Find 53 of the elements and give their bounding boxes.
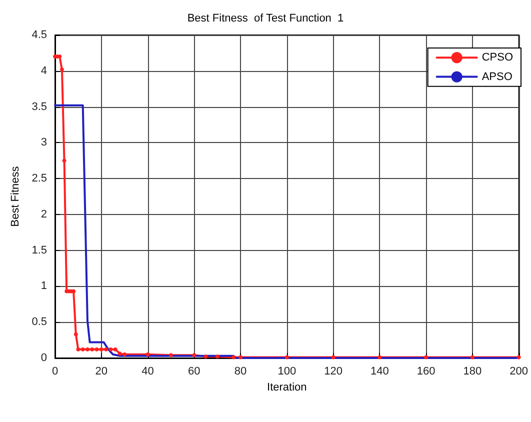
point — [99, 347, 104, 352]
point — [168, 353, 173, 358]
point — [118, 352, 122, 356]
x-tick-label: 180 — [463, 366, 482, 378]
x-tick-label: 80 — [234, 366, 247, 378]
x-axis-title: Iteration — [267, 381, 307, 394]
legend-label: CPSO — [482, 52, 514, 64]
y-tick-label: 3 — [40, 136, 47, 149]
point — [516, 355, 521, 360]
y-axis-title: Best Fitness — [9, 166, 22, 227]
point — [331, 355, 336, 360]
point — [232, 355, 236, 360]
point — [238, 355, 243, 360]
y-tick-label: 1.5 — [32, 244, 47, 256]
point — [378, 355, 382, 360]
y-tick-label: 3.5 — [32, 100, 47, 113]
point — [122, 352, 127, 356]
point — [60, 67, 64, 72]
point — [113, 347, 118, 352]
x-tick-label: 100 — [278, 366, 296, 378]
x-tick-label: 40 — [142, 366, 154, 378]
point — [104, 347, 108, 352]
x-tick-label: 60 — [188, 366, 200, 378]
point — [108, 347, 113, 352]
chart-title: Best Fitness of Test Function 1 — [187, 12, 344, 24]
point — [76, 347, 80, 352]
point — [146, 352, 150, 356]
point — [80, 347, 85, 352]
y-tick-label: 1 — [40, 280, 47, 292]
y-tick-label: 4.5 — [32, 29, 47, 41]
point — [85, 347, 90, 352]
point — [94, 347, 99, 352]
x-tick-label: 120 — [324, 366, 342, 378]
y-tick-label: 2.5 — [32, 172, 47, 185]
x-tick-label: 200 — [510, 366, 528, 378]
point — [204, 354, 208, 359]
point — [215, 354, 220, 359]
point — [284, 355, 289, 360]
x-tick-label: 20 — [95, 366, 108, 378]
legend-label: APSO — [482, 70, 513, 83]
point — [62, 158, 66, 163]
x-tick-label: 0 — [52, 366, 58, 378]
y-tick-label: 0 — [40, 352, 47, 364]
y-tick-label: 4 — [40, 64, 47, 77]
x-tick-label: 140 — [370, 366, 389, 378]
point — [90, 347, 94, 352]
point — [72, 289, 76, 294]
y-tick-label: 2 — [40, 208, 47, 220]
x-tick-label: 160 — [416, 366, 436, 378]
point — [470, 355, 474, 360]
y-tick-label: 0.5 — [32, 316, 47, 328]
point — [74, 332, 78, 336]
point — [424, 355, 428, 360]
